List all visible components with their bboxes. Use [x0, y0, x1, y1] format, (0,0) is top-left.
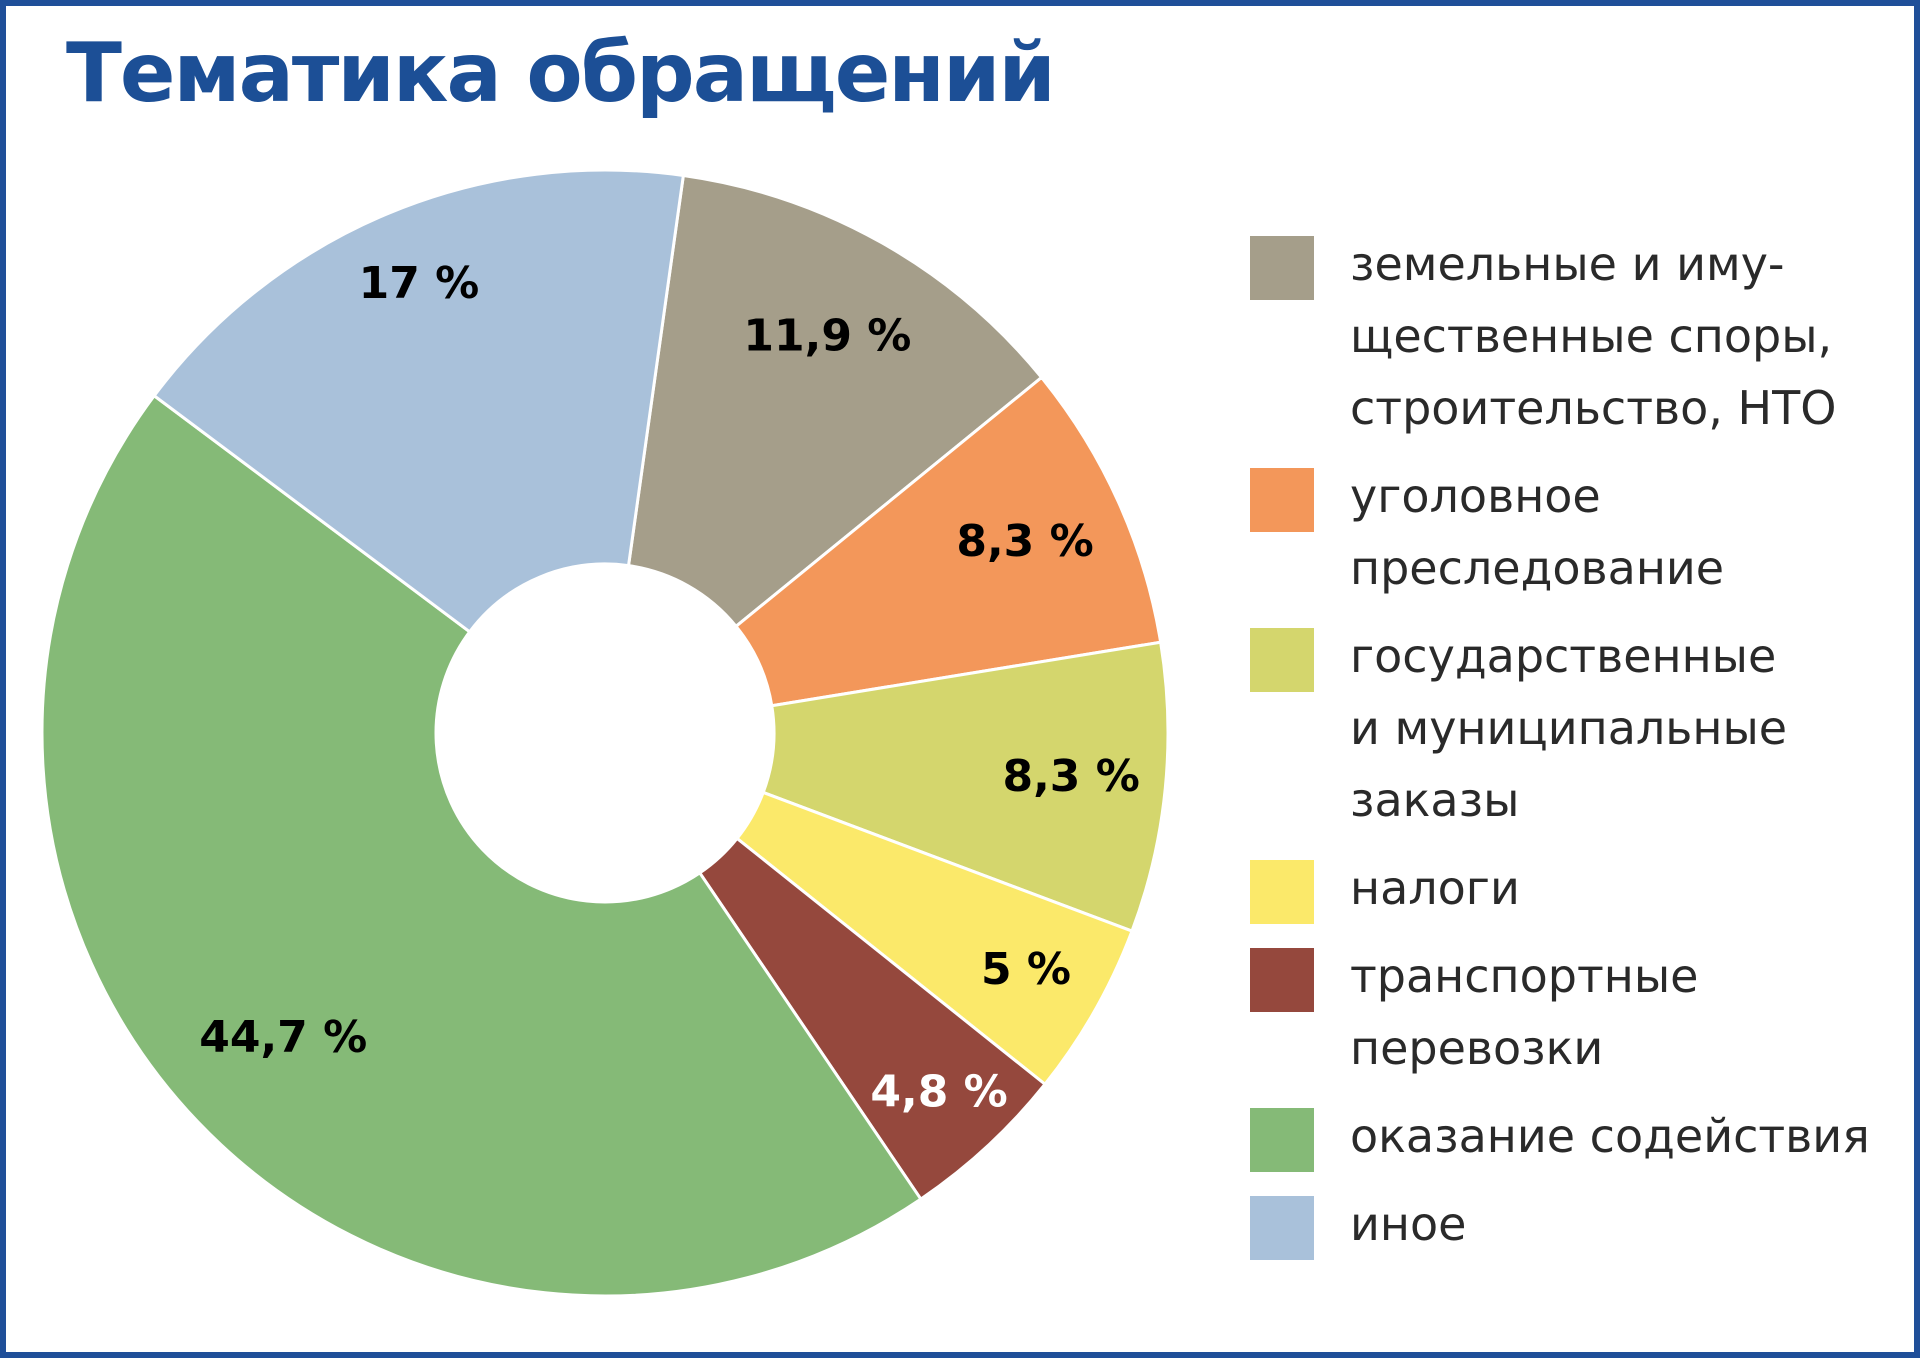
legend-swatch [1250, 1196, 1314, 1260]
legend-item: земельные и иму- щественные споры, строи… [1250, 228, 1890, 444]
legend-swatch [1250, 1108, 1314, 1172]
chart-legend: земельные и иму- щественные споры, строи… [1250, 228, 1890, 1276]
legend-label: государственные и муниципальные заказы [1350, 629, 1788, 827]
legend-label: уголовное преследование [1350, 469, 1725, 595]
chart-title: Тематика обращений [66, 26, 1056, 121]
pie-slice [40, 393, 923, 1298]
legend-item: транспортные перевозки [1250, 940, 1890, 1084]
legend-item: уголовное преследование [1250, 460, 1890, 604]
legend-label: оказание содействия [1350, 1109, 1870, 1163]
pie-slice [761, 640, 1170, 934]
slice-value-label: 8,3 % [1002, 751, 1139, 802]
slice-value-label: 11,9 % [743, 311, 911, 362]
legend-label: иное [1350, 1197, 1467, 1251]
pie-slice [626, 173, 1044, 629]
pie-slice [152, 168, 686, 634]
slice-value-label: 4,8 % [870, 1066, 1007, 1117]
legend-item: иное [1250, 1188, 1890, 1260]
legend-swatch [1250, 468, 1314, 532]
legend-item: налоги [1250, 852, 1890, 924]
legend-swatch [1250, 948, 1314, 1012]
slice-value-label: 8,3 % [956, 516, 1093, 567]
legend-swatch [1250, 860, 1314, 924]
legend-swatch [1250, 236, 1314, 300]
legend-item: оказание содействия [1250, 1100, 1890, 1172]
slice-value-label: 5 % [981, 944, 1071, 995]
pie-slice [733, 375, 1163, 708]
legend-item: государственные и муниципальные заказы [1250, 620, 1890, 836]
legend-label: земельные и иму- щественные споры, строи… [1350, 237, 1837, 435]
legend-swatch [1250, 628, 1314, 692]
legend-label: налоги [1350, 861, 1520, 915]
slice-value-label: 44,7 % [199, 1012, 367, 1063]
slice-value-label: 17 % [359, 258, 480, 309]
legend-label: транспортные перевозки [1350, 949, 1699, 1075]
